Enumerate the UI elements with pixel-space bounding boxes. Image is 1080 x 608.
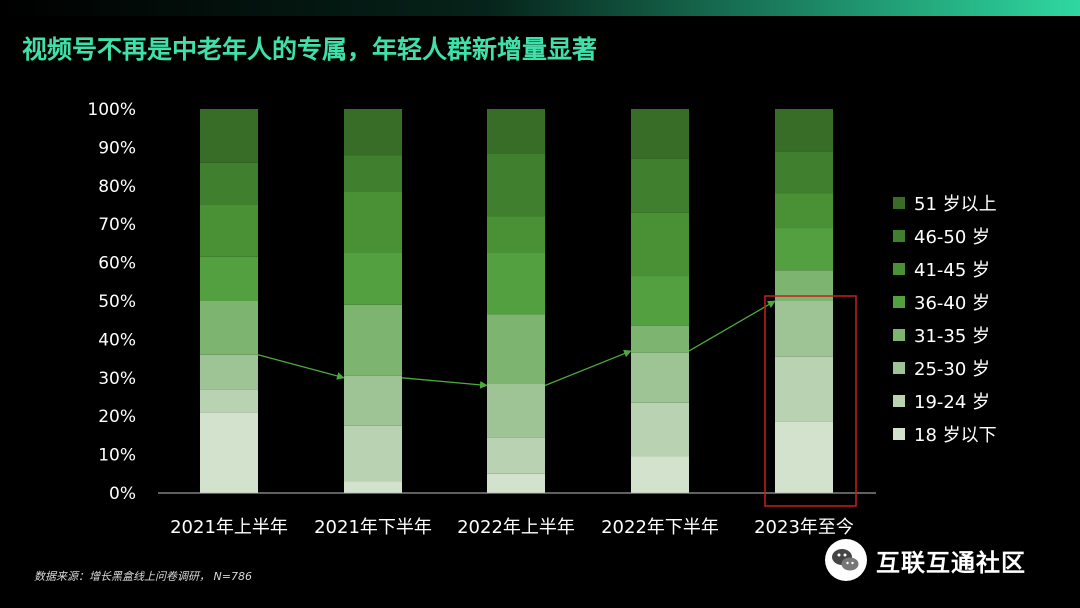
bar-segment — [631, 158, 689, 213]
bar-segment — [775, 421, 833, 493]
legend-swatch — [893, 197, 905, 209]
bar-segment — [200, 256, 258, 301]
x-tick-label: 2021年上半年 — [170, 517, 288, 538]
bar-segment — [487, 314, 545, 384]
watermark-text: 互联互通社区 — [876, 548, 1026, 577]
bar-segment — [487, 383, 545, 438]
y-tick-label: 40% — [98, 330, 136, 350]
top-gradient-bar — [0, 0, 1080, 16]
x-tick-label: 2022年上半年 — [457, 517, 575, 538]
legend-swatch — [893, 428, 905, 440]
y-tick-label: 0% — [109, 484, 136, 504]
y-tick-label: 20% — [98, 407, 136, 427]
bar-segment — [487, 473, 545, 493]
y-tick-label: 100% — [87, 100, 136, 120]
bar-segment — [344, 191, 402, 253]
trend-arrow — [257, 354, 345, 380]
legend-label: 36-40 岁 — [914, 293, 990, 314]
legend-label: 41-45 岁 — [914, 260, 990, 281]
bar-segment — [344, 304, 402, 376]
bar-segment — [631, 325, 689, 353]
bar-segment — [487, 109, 545, 154]
legend-label: 19-24 岁 — [914, 392, 990, 413]
bar-segment — [344, 253, 402, 305]
trend-arrow — [544, 349, 632, 387]
bar-segment — [344, 375, 402, 426]
bar-segment — [775, 228, 833, 271]
legend-swatch — [893, 230, 905, 242]
page-title: 视频号不再是中老年人的专属，年轻人群新增量显著 — [22, 35, 598, 64]
legend-swatch — [893, 362, 905, 374]
bar-segment — [487, 153, 545, 217]
bar-segment — [775, 193, 833, 229]
bar-segment — [631, 402, 689, 457]
bar-segment — [631, 212, 689, 277]
bar-segment — [344, 425, 402, 482]
bar-segment — [200, 301, 258, 355]
bar-segment — [631, 276, 689, 326]
bar-segment — [487, 437, 545, 474]
legend-label: 46-50 岁 — [914, 227, 990, 248]
bar-segment — [487, 216, 545, 253]
y-tick-label: 50% — [98, 292, 136, 312]
x-tick-label: 2021年下半年 — [314, 517, 432, 538]
highlight-box — [764, 295, 857, 507]
bar-segment — [200, 389, 258, 413]
bar-segment — [775, 109, 833, 152]
y-tick-label: 70% — [98, 215, 136, 235]
wechat-icon — [825, 539, 867, 581]
y-tick-label: 10% — [98, 446, 136, 466]
trend-arrow — [688, 300, 776, 352]
trend-arrow — [401, 377, 488, 389]
bar-segment — [775, 356, 833, 422]
bar-segment — [344, 109, 402, 156]
bar-segment — [631, 109, 689, 159]
legend-swatch — [893, 395, 905, 407]
legend-label: 25-30 岁 — [914, 359, 990, 380]
bar-segment — [200, 205, 258, 257]
y-tick-label: 60% — [98, 254, 136, 274]
bar-segment — [344, 481, 402, 493]
x-tick-label: 2022年下半年 — [601, 517, 719, 538]
source-note: 数据来源：增长黑盒线上问卷调研， N=786 — [34, 570, 252, 583]
bar-segment — [775, 301, 833, 357]
watermark: 互联互通社区 — [824, 538, 1026, 582]
legend-swatch — [893, 263, 905, 275]
bar-segment — [200, 109, 258, 163]
bar-segment — [344, 155, 402, 192]
y-tick-label: 80% — [98, 177, 136, 197]
y-tick-label: 30% — [98, 369, 136, 389]
x-tick-label: 2023年至今 — [754, 517, 854, 538]
bar-segment — [200, 162, 258, 205]
bar-segment — [775, 151, 833, 194]
legend-swatch — [893, 329, 905, 341]
bar-segment — [200, 412, 258, 493]
legend-label: 51 岁以上 — [914, 194, 997, 215]
bar-segment — [631, 456, 689, 493]
legend-swatch — [893, 296, 905, 308]
legend-label: 18 岁以下 — [914, 425, 997, 446]
y-tick-label: 90% — [98, 138, 136, 158]
bar-segment — [631, 352, 689, 403]
legend-label: 31-35 岁 — [914, 326, 990, 347]
bar-segment — [487, 253, 545, 315]
bar-segment — [200, 354, 258, 390]
